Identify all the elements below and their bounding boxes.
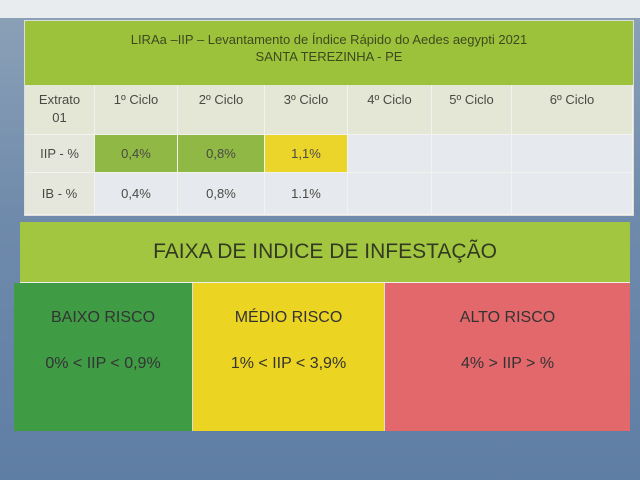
liraa-table: LIRAa –IIP – Levantamento de Índice Rápi… (24, 20, 634, 216)
row-label-ib: IB - % (25, 173, 95, 215)
table-grid: Extrato 01 1º Ciclo 2º Ciclo 3º Ciclo 4º… (25, 85, 633, 215)
ib-cell (348, 173, 432, 215)
iip-cell (432, 135, 512, 173)
legend-title: FAIXA DE INDICE DE INFESTAÇÃO (20, 222, 630, 284)
risk-range: 1% < IIP < 3,9% (230, 355, 347, 372)
corner-cell: Extrato 01 (25, 85, 95, 135)
title-line-1: LIRAa –IIP – Levantamento de Índice Rápi… (130, 32, 528, 47)
ib-cell (432, 173, 512, 215)
iip-cell: 0,4% (95, 135, 178, 173)
iip-cell (348, 135, 432, 173)
paper-edge (0, 0, 640, 18)
column-header: 4º Ciclo (348, 85, 432, 135)
risk-name: MÉDIO RISCO (234, 309, 343, 326)
ib-cell: 1.1% (265, 173, 348, 215)
risk-range: 4% > IIP > % (460, 355, 555, 372)
ib-cell (512, 173, 633, 215)
low-risk-box: BAIXO RISCO 0% < IIP < 0,9% (14, 283, 193, 431)
risk-range: 0% < IIP < 0,9% (45, 355, 161, 372)
row-label-iip: IIP - % (25, 135, 95, 173)
column-header: 3º Ciclo (265, 85, 348, 135)
high-risk-box: ALTO RISCO 4% > IIP > % (385, 283, 630, 431)
iip-cell: 0,8% (178, 135, 265, 173)
infestation-legend: FAIXA DE INDICE DE INFESTAÇÃO BAIXO RISC… (14, 222, 630, 432)
ib-cell: 0,8% (178, 173, 265, 215)
title-line-2: SANTA TEREZINHA - PE (255, 49, 403, 64)
table-title: LIRAa –IIP – Levantamento de Índice Rápi… (25, 21, 633, 85)
ib-cell: 0,4% (95, 173, 178, 215)
risk-name: ALTO RISCO (459, 309, 556, 326)
medium-risk-box: MÉDIO RISCO 1% < IIP < 3,9% (193, 283, 385, 431)
column-header: 1º Ciclo (95, 85, 178, 135)
column-header: 6º Ciclo (512, 85, 633, 135)
risk-name: BAIXO RISCO (50, 309, 156, 326)
iip-cell: 1,1% (265, 135, 348, 173)
column-header: 2º Ciclo (178, 85, 265, 135)
column-header: 5º Ciclo (432, 85, 512, 135)
iip-cell (512, 135, 633, 173)
